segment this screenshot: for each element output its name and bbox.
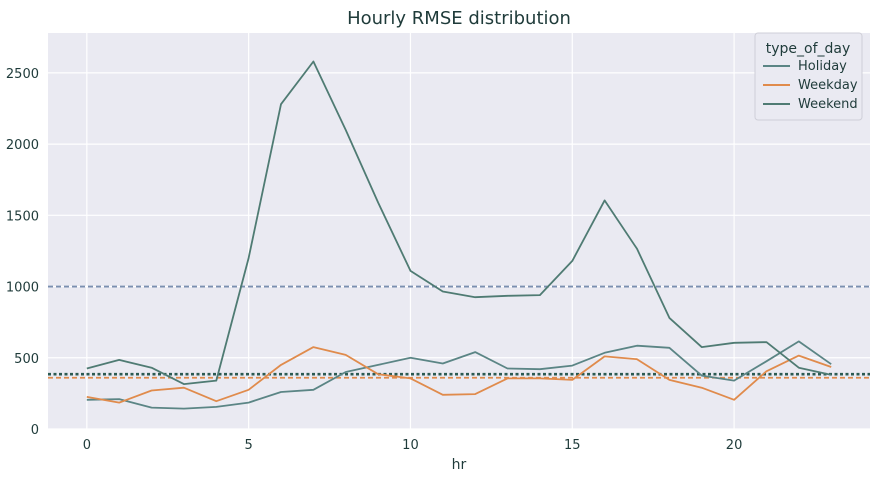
x-tick-label: 15: [564, 438, 581, 453]
reference-lines: [48, 285, 870, 379]
x-tick-labels: 0 5 10 15 20: [83, 438, 743, 453]
x-tick-label: 0: [83, 438, 91, 453]
y-tick-label: 0: [31, 423, 39, 438]
chart-title: Hourly RMSE distribution: [347, 8, 571, 29]
x-tick-label: 20: [726, 438, 743, 453]
legend-items: Holiday Weekday Weekend: [763, 59, 858, 112]
series-line-weekend: [86, 60, 832, 386]
grid: [48, 33, 870, 430]
x-axis-label: hr: [452, 457, 467, 473]
x-tick-label: 5: [245, 438, 253, 453]
y-tick-label: 2500: [6, 67, 39, 82]
y-tick-label: 1000: [6, 281, 39, 296]
series-line-weekday: [86, 346, 832, 404]
plot-area: [48, 33, 870, 429]
series-line-holiday: [86, 340, 832, 410]
series-group: [86, 60, 832, 410]
x-tick-label: 10: [402, 438, 419, 453]
legend-entry: Weekend: [798, 97, 858, 112]
legend-box: [754, 32, 863, 121]
legend-entry: Holiday: [798, 59, 847, 74]
legend-entry: Weekday: [798, 78, 858, 93]
y-tick-label: 500: [14, 352, 39, 367]
legend-title: type_of_day: [766, 41, 851, 57]
y-tick-label: 1500: [6, 209, 39, 224]
y-tick-label: 2000: [6, 138, 39, 153]
y-tick-labels: 0 500 1000 1500 2000 2500: [6, 67, 39, 438]
legend: type_of_day Holiday Weekday Weekend: [754, 32, 863, 121]
